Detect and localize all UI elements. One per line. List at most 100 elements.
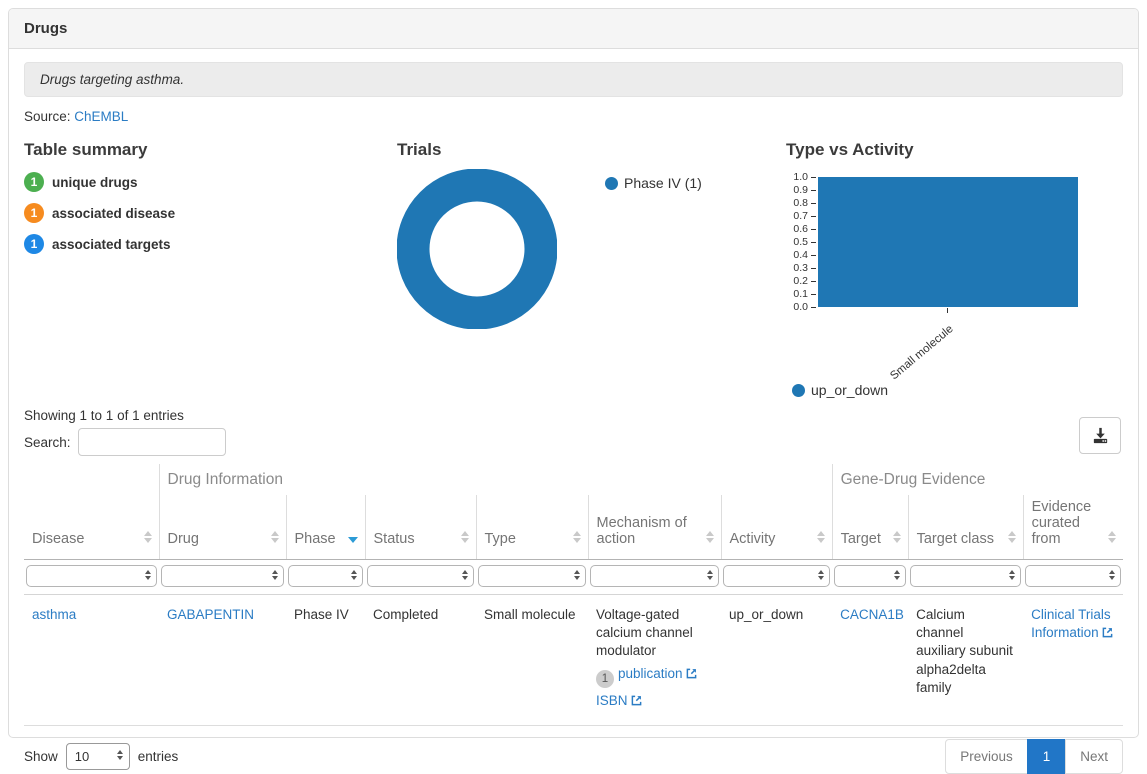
column-header-label: Status — [373, 531, 415, 547]
summary-item-associated-targets: 1 associated targets — [24, 234, 374, 254]
link-ISBN[interactable]: ISBN — [596, 693, 642, 708]
summary-title: Table summary — [24, 140, 148, 159]
column-header-label: Target — [840, 531, 881, 547]
panel-title: Drugs — [9, 9, 1138, 49]
sort-both-icon — [460, 531, 469, 543]
sort-both-icon — [892, 531, 901, 543]
column-header-drug[interactable]: Drug — [158, 495, 286, 560]
select-stepper-icon — [1009, 570, 1016, 580]
summary-item-label: unique drugs — [52, 174, 138, 190]
column-header-label: Evidence curated from — [1031, 499, 1092, 547]
download-button[interactable] — [1079, 417, 1121, 454]
source-link[interactable]: ChEMBL — [74, 109, 129, 124]
search-input[interactable] — [77, 428, 226, 456]
count-badge: 1 — [24, 172, 44, 192]
donut-chart — [397, 169, 557, 329]
column-header-row: Disease Drug Phase Status Type Mechanism of a… — [24, 495, 1124, 560]
cell-phase: Phase IV — [286, 594, 365, 726]
summary-item-label: associated targets — [52, 236, 171, 252]
summary-item-associated-disease: 1 associated disease — [24, 203, 374, 223]
filter-select-disease[interactable] — [26, 565, 157, 587]
page-size-value: 10 — [74, 748, 90, 764]
y-tick-mark — [811, 242, 816, 243]
select-stepper-icon — [707, 570, 713, 580]
count-badge: 1 — [24, 203, 44, 223]
y-tick-mark — [811, 255, 816, 256]
type-activity-title: Type vs Activity — [786, 140, 914, 159]
y-tick-mark — [811, 216, 816, 217]
select-stepper-icon — [145, 570, 151, 580]
filter-select-mechanism-of-action[interactable] — [590, 565, 719, 587]
page-button-previous[interactable]: Previous — [945, 738, 1028, 774]
x-tick-label: Small molecule — [888, 323, 956, 383]
y-tick-mark — [811, 203, 816, 204]
link-drug[interactable]: GABAPENTIN — [167, 607, 255, 622]
y-tick-label: 0.2 — [793, 275, 808, 287]
y-tick-label: 0.7 — [793, 210, 808, 222]
filter-select-activity[interactable] — [723, 565, 831, 587]
column-header-label: Target class — [916, 531, 994, 547]
column-header-mechanism-of-action[interactable]: Mechanism of action — [587, 495, 721, 560]
count-badge: 1 — [24, 234, 44, 254]
column-header-type[interactable]: Type — [475, 495, 588, 560]
table-summary-section: Table summary 1 unique drugs 1 associated d… — [24, 140, 374, 265]
search-label: Search: — [24, 434, 71, 450]
filter-select-status[interactable] — [367, 565, 474, 587]
y-tick-mark — [811, 307, 816, 308]
show-label: Show — [24, 748, 58, 764]
filter-row — [24, 559, 1124, 595]
cell-activity: up_or_down — [721, 594, 833, 726]
page-button-1[interactable]: 1 — [1026, 738, 1067, 774]
column-header-label: Mechanism of action — [596, 515, 687, 547]
y-tick-label: 0.9 — [793, 184, 808, 196]
column-header-activity[interactable]: Activity — [720, 495, 833, 560]
select-stepper-icon — [818, 570, 825, 580]
y-tick-mark — [811, 294, 816, 295]
filter-select-drug[interactable] — [161, 565, 284, 587]
mechanism-text: Voltage-gated calcium channel modulator — [596, 607, 693, 659]
group-drug-information: Drug Information — [158, 464, 833, 495]
link-evidence-curated-from[interactable]: Clinical Trials Information — [1031, 607, 1113, 640]
external-link-icon — [631, 696, 641, 706]
link-publication[interactable]: publication — [618, 666, 697, 681]
filter-select-phase[interactable] — [288, 565, 363, 587]
summary-list: 1 unique drugs 1 associated disease 1 associa… — [24, 172, 374, 254]
filter-select-target[interactable] — [834, 565, 907, 587]
y-tick-mark — [811, 177, 816, 178]
filter-select-target-class[interactable] — [910, 565, 1022, 587]
column-header-evidence-curated-from[interactable]: Evidence curated from — [1022, 495, 1124, 560]
column-header-label: Phase — [294, 531, 336, 547]
donut-legend-label: Phase IV (1) — [624, 175, 702, 191]
publication-count-badge: 1 — [596, 670, 614, 689]
y-tick-label: 1.0 — [793, 171, 808, 183]
sort-desc-icon — [347, 537, 358, 543]
drugs-panel: Drugs Drugs targeting asthma. Source: Ch… — [8, 8, 1139, 774]
y-tick-label: 0.4 — [793, 249, 808, 261]
source-label: Source: — [24, 109, 71, 124]
column-header-label: Activity — [729, 531, 776, 547]
column-header-target[interactable]: Target — [831, 495, 909, 560]
column-header-disease[interactable]: Disease — [24, 495, 159, 560]
filter-select-type[interactable] — [478, 565, 586, 587]
y-tick-label: 0.0 — [793, 301, 808, 313]
cell-mechanism-of-action: Voltage-gated calcium channel modulator 1… — [588, 594, 721, 726]
page-button-next[interactable]: Next — [1065, 738, 1123, 774]
column-header-phase[interactable]: Phase — [285, 495, 365, 560]
y-tick-label: 0.8 — [793, 197, 808, 209]
page-size-select[interactable]: 10 — [65, 742, 130, 770]
link-target[interactable]: CACNA1B — [840, 607, 904, 622]
y-tick-mark — [811, 190, 816, 191]
filter-select-evidence-curated-from[interactable] — [1025, 565, 1122, 587]
trials-title: Trials — [397, 140, 442, 159]
y-tick-label: 0.1 — [793, 288, 808, 300]
column-header-target-class[interactable]: Target class — [907, 495, 1024, 560]
y-tick-label: 0.6 — [793, 223, 808, 235]
entries-info: Showing 1 to 1 of 1 entries — [24, 408, 184, 423]
select-stepper-icon — [272, 570, 278, 580]
select-stepper-icon — [116, 749, 123, 760]
sort-both-icon — [270, 531, 279, 543]
entries-label: entries — [137, 748, 179, 764]
link-disease[interactable]: asthma — [32, 607, 77, 622]
table-controls: Showing 1 to 1 of 1 entries Search: — [24, 408, 1123, 456]
column-header-status[interactable]: Status — [364, 495, 476, 560]
